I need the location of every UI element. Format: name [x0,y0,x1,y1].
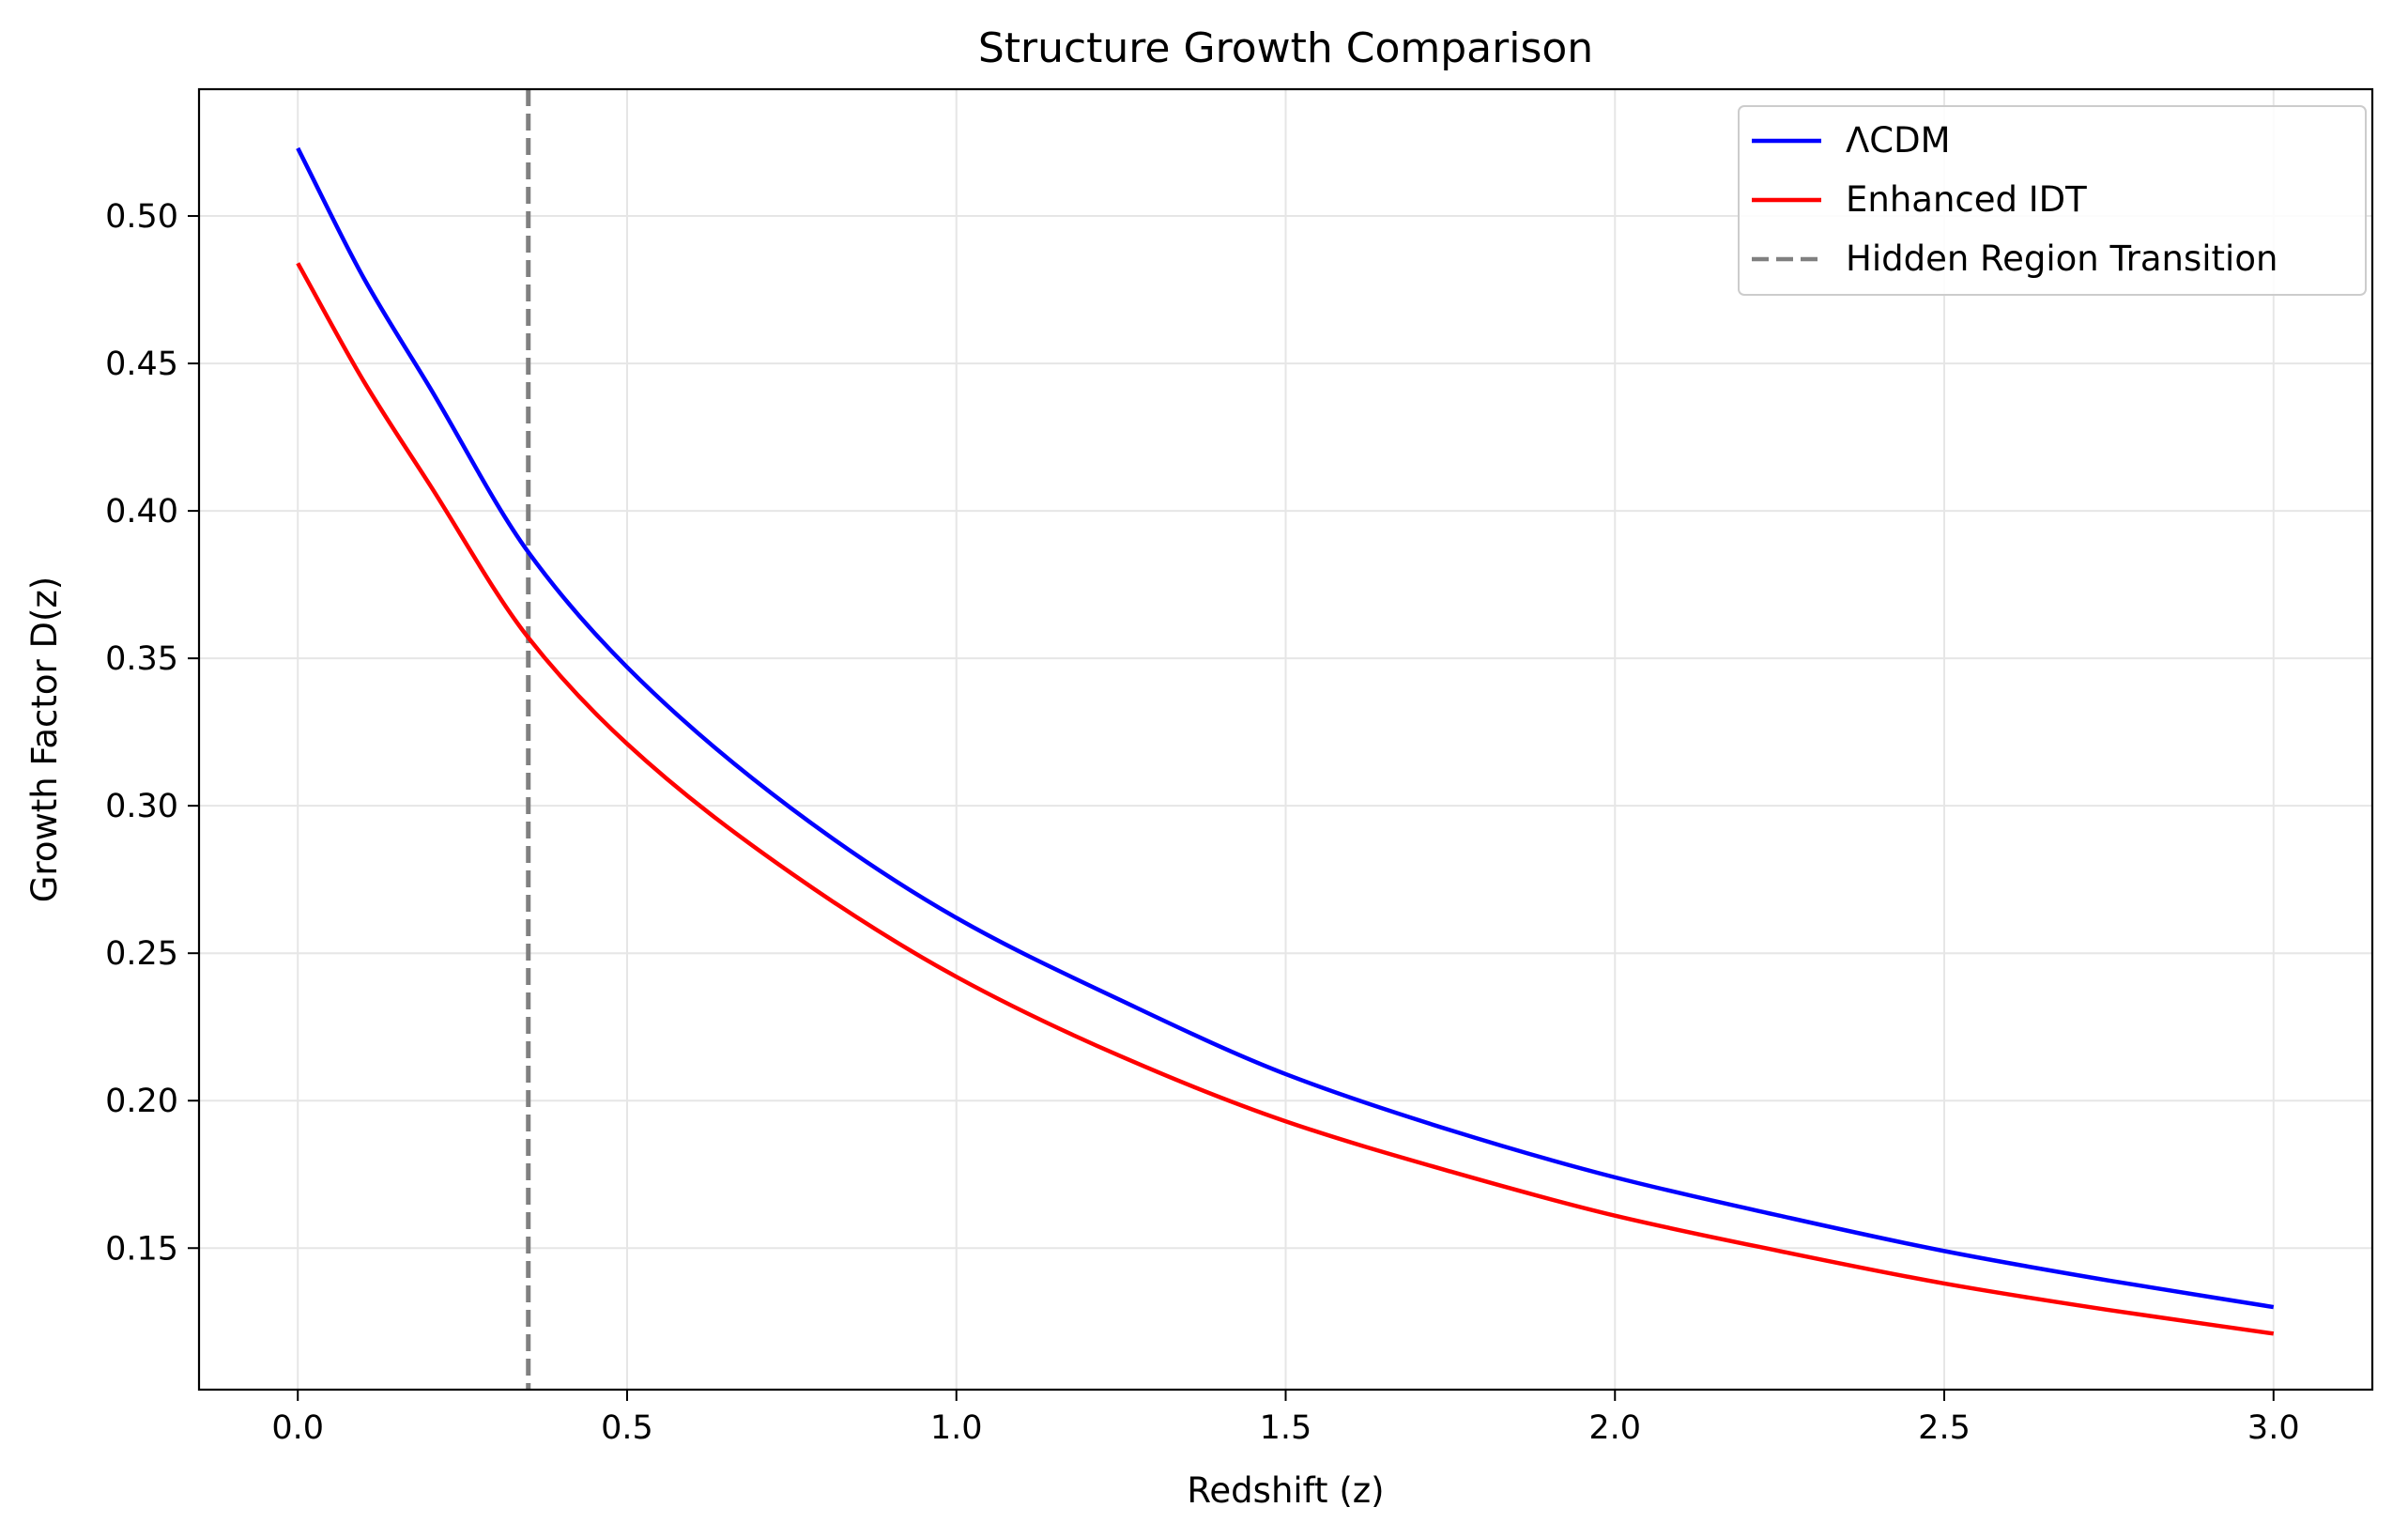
enhanced-idt-series-line [296,262,2275,1336]
y-tick-label: 0.30 [105,788,178,825]
y-tick-label: 0.40 [105,493,178,531]
x-tick-label: 2.5 [1918,1409,1971,1447]
series-lines [296,146,2275,1336]
y-tick-label: 0.25 [105,935,178,973]
legend-label: Enhanced IDT [1846,179,2087,220]
y-tick-label: 0.45 [105,346,178,383]
y-tick-label: 0.50 [105,198,178,236]
legend-box [1738,105,2367,296]
y-tick-label: 0.20 [105,1083,178,1120]
legend-label: ΛCDM [1846,120,1951,161]
grid [199,89,2372,1390]
x-tick-label: 3.0 [2247,1409,2300,1447]
x-tick-label: 0.0 [271,1409,324,1447]
x-tick-label: 0.5 [601,1409,653,1447]
y-tick-label: 0.15 [105,1230,178,1268]
x-axis-label: Redshift (z) [1187,1470,1384,1511]
y-axis-label: Growth Factor D(z) [24,577,65,903]
x-tick-label: 1.0 [930,1409,983,1447]
x-tick-label: 1.5 [1260,1409,1312,1447]
chart-title: Structure Growth Comparison [978,24,1593,72]
x-tick-label: 2.0 [1588,1409,1641,1447]
y-axis-ticks: 0.15 0.20 0.25 0.30 0.35 0.40 0.45 0.50 [105,198,199,1268]
x-axis-ticks: 0.0 0.5 1.0 1.5 2.0 2.5 3.0 [271,1390,2300,1447]
lcdm-series-line [296,146,2275,1310]
legend-label: Hidden Region Transition [1846,238,2278,279]
legend: ΛCDM Enhanced IDT Hidden Region Transition [1738,105,2367,296]
y-tick-label: 0.35 [105,640,178,678]
